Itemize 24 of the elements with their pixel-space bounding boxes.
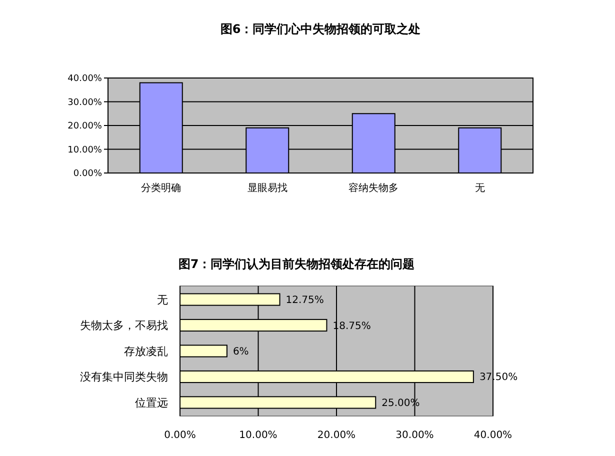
y-tick-label: 没有集中同类失物 (80, 370, 168, 384)
x-tick-label: 20.00% (317, 430, 356, 441)
bar (180, 344, 228, 358)
data-label: 6% (232, 346, 249, 358)
chart-title: 图7：同学们认为目前失物招领处存在的问题 (178, 257, 415, 271)
y-tick-label: 0.00% (73, 169, 102, 180)
data-label: 12.75% (286, 295, 324, 306)
x-tick-label: 容纳失物多 (348, 182, 399, 194)
x-tick-label: 分类明确 (141, 182, 182, 194)
y-tick-label: 存放凌乱 (124, 344, 168, 358)
x-tick-label: 无 (474, 183, 485, 194)
chart-title: 图6：同学们心中失物招领的可取之处 (220, 22, 421, 36)
x-tick-label: 0.00% (164, 430, 196, 441)
x-tick-label: 显眼易找 (247, 182, 288, 194)
y-tick-label: 30.00% (68, 98, 102, 108)
y-tick-label: 20.00% (68, 122, 102, 132)
y-tick-label: 10.00% (68, 145, 102, 156)
y-tick-label: 失物太多，不易找 (80, 319, 168, 332)
x-tick-label: 10.00% (239, 430, 278, 441)
x-tick-label: 30.00% (396, 430, 434, 441)
y-tick-label: 40.00% (68, 74, 102, 84)
y-tick-label: 无 (157, 293, 168, 306)
x-tick-label: 40.00% (474, 430, 512, 441)
y-tick-label: 位置远 (135, 396, 168, 410)
